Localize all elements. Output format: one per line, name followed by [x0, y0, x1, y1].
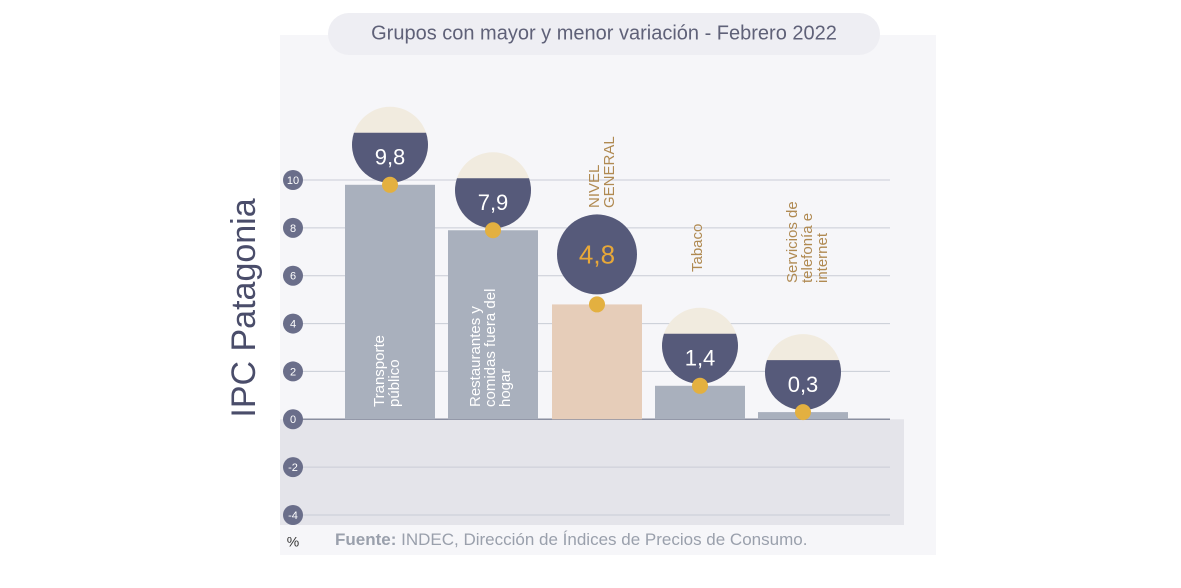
y-tick-label: 10	[287, 175, 299, 187]
y-tick-badge	[283, 505, 303, 525]
source-label: Fuente:	[335, 530, 396, 549]
category-label: Servicios de telefonía e internet	[784, 201, 831, 284]
bar	[552, 304, 642, 420]
y-tick-label: 0	[290, 414, 296, 426]
marker-dot	[795, 404, 811, 421]
y-unit: %	[287, 534, 299, 550]
y-tick-badge	[283, 170, 303, 190]
value-bubble	[455, 178, 532, 229]
value-bubble	[557, 214, 637, 295]
y-tick-badge	[283, 361, 303, 382]
y-tick-badge	[283, 265, 303, 286]
y-tick-label: 6	[290, 271, 296, 283]
value-bubble	[765, 360, 841, 411]
value-label: 9,8	[375, 145, 406, 170]
category-label: Transporte público	[371, 335, 403, 408]
y-tick-label: -2	[288, 462, 298, 474]
y-tick-badge	[283, 457, 303, 478]
y-axis-label: IPC Patagonia	[225, 198, 263, 417]
category-label: Restaurantes y comidas fuera del hogar	[467, 288, 514, 408]
y-tick-label: 4	[290, 318, 296, 330]
category-label: NIVEL GENERAL	[586, 136, 618, 209]
y-tick-badge	[283, 409, 303, 430]
bar	[448, 230, 538, 420]
negative-zone	[280, 419, 904, 525]
y-tick-badge	[283, 313, 303, 334]
chart-title: Grupos con mayor y menor variación - Feb…	[371, 22, 837, 44]
title-pill	[328, 13, 880, 55]
category-label: Tabaco	[689, 223, 706, 272]
value-label: 4,8	[579, 239, 615, 269]
value-label: 7,9	[478, 190, 509, 215]
value-bubble	[662, 333, 738, 384]
value-label: 1,4	[685, 346, 716, 371]
source: Fuente: INDEC, Dirección de Índices de P…	[335, 530, 807, 549]
y-tick-label: 8	[290, 223, 296, 235]
marker-dot	[692, 377, 708, 394]
y-tick-badge	[283, 217, 303, 238]
value-label: 0,3	[788, 372, 819, 397]
marker-dot	[589, 296, 605, 313]
value-bubble	[351, 132, 428, 183]
marker-dot	[485, 222, 501, 239]
y-tick-label: 2	[290, 366, 296, 378]
source-text: INDEC, Dirección de Índices de Precios d…	[401, 530, 807, 549]
bar	[345, 184, 435, 420]
y-tick-label: -4	[288, 510, 298, 522]
marker-dot	[382, 176, 398, 193]
